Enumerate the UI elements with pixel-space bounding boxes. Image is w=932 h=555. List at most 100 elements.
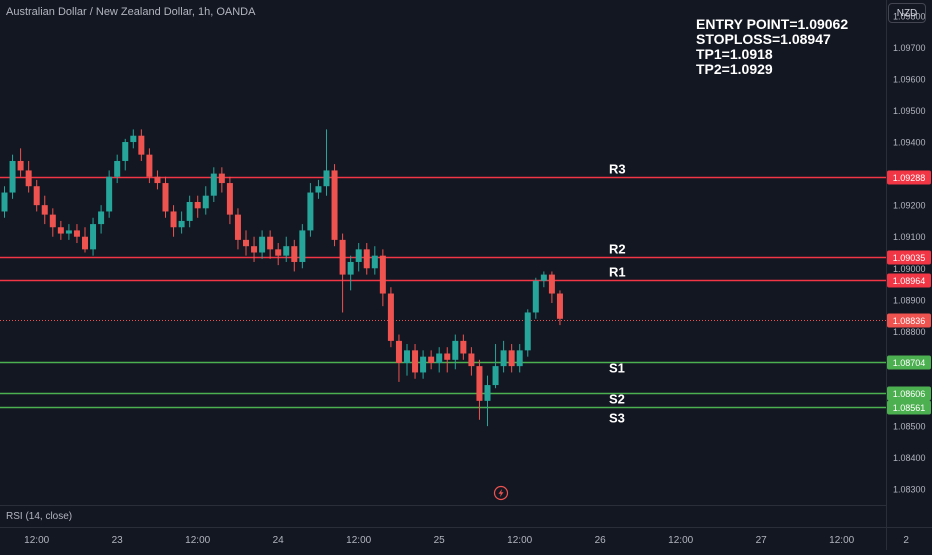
currency-button[interactable]: NZD (888, 3, 926, 23)
price-tag-bg (887, 250, 931, 265)
candle-body (420, 356, 427, 373)
candle-body (283, 246, 290, 256)
lightning-icon-ring (493, 485, 509, 501)
candle-body (379, 255, 386, 294)
candle-body (556, 293, 563, 319)
price-tick-label: 1.08500 (893, 422, 926, 432)
time-tick-label: 25 (434, 535, 446, 546)
candle-body (532, 280, 539, 313)
candle (146, 148, 153, 184)
candle (194, 195, 201, 218)
lightning-icon-bolt (498, 489, 504, 497)
candle-body (291, 246, 298, 262)
candle (492, 344, 499, 389)
candle (395, 334, 402, 382)
time-tick-label: 12:00 (24, 535, 49, 546)
candle (299, 224, 306, 269)
candle-body (500, 350, 507, 367)
candle (404, 344, 410, 376)
candle (73, 224, 80, 244)
candle (315, 179, 322, 199)
candle (218, 167, 225, 193)
candle (556, 290, 563, 326)
candle-body (138, 135, 145, 155)
candle-body (259, 236, 266, 253)
price-tick-label: 1.09800 (893, 11, 926, 21)
candle-body (363, 249, 370, 269)
tp2-text: TP2=1.0929 (696, 61, 773, 77)
candle (476, 359, 483, 420)
price-tags: 1.09288 1.09035 1.08964 1.08704 1.08606 1.085… (493, 170, 931, 501)
level-name-s1: S1 (609, 361, 625, 376)
candle-body (339, 239, 346, 275)
candle-body (202, 195, 209, 209)
candle (106, 170, 113, 218)
candle-body (122, 142, 129, 161)
candle (57, 220, 64, 240)
candle (291, 239, 298, 272)
symbol-title[interactable]: Australian Dollar / New Zealand Dollar, … (6, 6, 256, 18)
candle (65, 224, 72, 240)
candle-body (162, 183, 169, 212)
candle (98, 205, 105, 234)
price-tick-label: 1.09500 (893, 106, 926, 116)
time-tick-label: 27 (756, 535, 768, 546)
candle (444, 347, 451, 373)
candle (508, 344, 515, 373)
lightning-icon (493, 485, 509, 501)
candle (49, 208, 56, 237)
candle (420, 350, 427, 379)
candle (452, 334, 459, 370)
candle-body (25, 170, 32, 187)
candle (436, 347, 443, 373)
price-tag-bg (887, 355, 931, 370)
price-tick-label: 1.09400 (893, 138, 926, 148)
candle (267, 230, 274, 259)
price-tag-label: 1.09288 (893, 173, 926, 183)
candle-body (243, 239, 249, 247)
level-name-s2: S2 (609, 392, 625, 407)
candle (484, 375, 491, 427)
candle-body (460, 340, 467, 354)
candle (17, 148, 24, 177)
candle-body (428, 356, 435, 363)
candle-body (468, 353, 475, 367)
rsi-indicator-label[interactable]: RSI (14, close) (6, 511, 73, 522)
price-tag-bg (887, 400, 931, 415)
current-price-tag-bg (887, 313, 931, 328)
candle (524, 309, 531, 357)
candle (154, 170, 161, 190)
candle (387, 287, 394, 348)
candle-body (412, 350, 419, 373)
candle-body (371, 255, 378, 269)
candle-body (186, 202, 193, 221)
price-tick-label: 1.08800 (893, 327, 926, 337)
candle-body (146, 154, 153, 177)
price-tag-bg (887, 273, 931, 288)
time-tick-label: 12:00 (185, 535, 210, 546)
candle-body (452, 340, 459, 360)
price-tag-label: 1.09035 (893, 253, 926, 263)
candle-body (194, 202, 201, 209)
price-tag-label: 1.08606 (893, 389, 926, 399)
candle-body (1, 192, 8, 212)
candle-body (275, 249, 282, 256)
candle (283, 236, 290, 262)
candle-body (540, 274, 547, 281)
candle (307, 183, 314, 237)
candle-body (524, 312, 531, 351)
candle (226, 176, 233, 225)
candle (516, 344, 523, 373)
candle-body (90, 224, 97, 250)
candle-body (315, 186, 322, 193)
time-tick-label: 26 (595, 535, 607, 546)
price-tick-label: 1.09200 (893, 201, 926, 211)
candle-body (387, 293, 394, 341)
level-name-s3: S3 (609, 411, 625, 426)
price-tick-label: 1.08900 (893, 295, 926, 305)
candle (339, 233, 346, 313)
time-axis[interactable]: 12:00 23 12:00 24 12:00 25 12:00 26 12:00 27 12:00… (24, 535, 909, 546)
